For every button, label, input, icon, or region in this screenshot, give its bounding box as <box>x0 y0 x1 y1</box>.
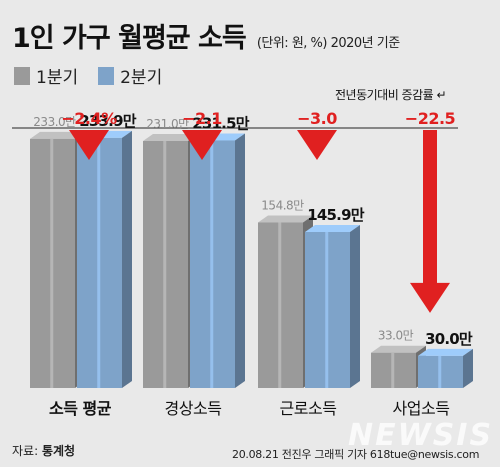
category-label-3: 사업소득 <box>393 399 450 418</box>
return-arrow-icon: ↵ <box>436 88 447 102</box>
change-label-2: −3.0 <box>297 109 337 128</box>
bar-q2-3-side <box>463 348 473 388</box>
bar-q2-1-side <box>235 133 245 388</box>
value-label-q1-3: 33.0만 <box>378 329 414 343</box>
source-value: 통계청 <box>41 444 76 458</box>
bar-q2-3-stripe <box>438 355 442 388</box>
change-arrow-3 <box>410 130 450 313</box>
legend-swatch-q1 <box>14 66 30 85</box>
bar-q2-2-top <box>305 224 360 232</box>
legend-label-q2: 2분기 <box>120 68 163 88</box>
bar-q1-1-stripe <box>163 141 167 388</box>
source: 자료: 통계청 <box>12 442 75 459</box>
chart-subtitle: (단위: 원, %) 2020년 기준 <box>256 36 400 51</box>
bar-q2-2-stripe <box>325 231 329 388</box>
change-label-0: −2.4% <box>61 109 117 128</box>
bar-q2-0-stripe <box>97 137 101 388</box>
value-label-q1-2: 154.8만 <box>261 198 304 212</box>
legend-swatch-q2 <box>98 66 115 85</box>
category-label-1: 경상소득 <box>165 399 222 418</box>
change-arrow-1 <box>182 130 222 160</box>
category-label-2: 근로소득 <box>280 399 337 418</box>
chart-title: 1인 가구 월평균 소득 <box>12 23 247 54</box>
change-label-1: −2.1 <box>182 109 222 128</box>
header: 1인 가구 월평균 소득 (단위: 원, %) 2020년 기준 <box>12 16 400 55</box>
bar-q1-3-top <box>371 345 426 353</box>
bar-q2-1-stripe <box>210 140 214 388</box>
category-label-0: 소득 평균 <box>49 399 112 418</box>
value-label-q2-0: 233.9만 <box>79 112 136 130</box>
bar-q1-1-top <box>143 134 198 142</box>
bar-q1-0-top <box>30 131 85 139</box>
credit: 20.08.21 전진우 그래픽 기자 618tue@newsis.com <box>232 448 480 461</box>
watermark: NEWSIS <box>348 418 494 453</box>
change-note: 전년동기대비 증감률 ↵ <box>335 86 447 103</box>
source-label: 자료: <box>12 444 39 458</box>
change-arrow-2 <box>297 130 337 160</box>
value-label-q1-1: 231.0만 <box>146 117 189 131</box>
bar-q2-3-top <box>418 348 473 356</box>
value-label-q1-0: 233.0만 <box>33 115 76 129</box>
value-label-q2-1: 231.5만 <box>192 114 249 132</box>
change-note-text: 전년동기대비 증감률 <box>335 88 434 102</box>
value-label-q2-2: 145.9만 <box>307 206 364 224</box>
bar-q1-2-stripe <box>278 222 282 388</box>
change-arrow-0 <box>69 130 109 160</box>
bar-q1-3-stripe <box>391 352 395 388</box>
bar-q1-2-top <box>258 215 313 223</box>
change-label-3: −22.5 <box>405 109 456 128</box>
bar-q2-0-side <box>122 130 132 388</box>
bar-q1-0-stripe <box>50 138 54 388</box>
value-label-q2-3: 30.0만 <box>425 330 473 348</box>
legend: 1분기 2분기 <box>14 63 162 88</box>
legend-label-q1: 1분기 <box>36 68 79 88</box>
bar-q2-2-side <box>350 224 360 388</box>
